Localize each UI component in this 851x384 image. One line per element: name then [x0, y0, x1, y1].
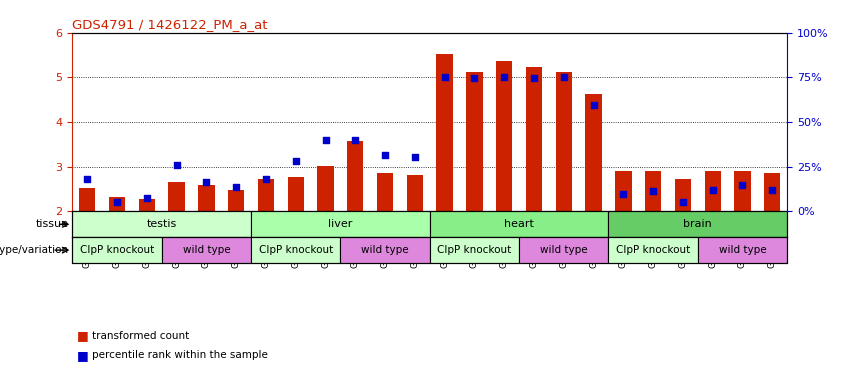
Text: ClpP knockout: ClpP knockout — [80, 245, 154, 255]
Text: genotype/variation: genotype/variation — [0, 245, 69, 255]
Point — [140, 195, 154, 201]
Point — [408, 154, 422, 160]
Point — [170, 162, 184, 169]
Bar — [675, 179, 691, 212]
Text: ClpP knockout: ClpP knockout — [437, 245, 511, 255]
Bar — [585, 94, 602, 212]
Bar — [615, 171, 631, 212]
Bar — [608, 237, 698, 263]
Point — [468, 75, 482, 81]
Point — [259, 176, 272, 182]
Text: GDS4791 / 1426122_PM_a_at: GDS4791 / 1426122_PM_a_at — [72, 18, 268, 31]
Bar — [377, 172, 393, 212]
Bar — [645, 171, 661, 212]
Bar — [608, 212, 787, 237]
Text: ■: ■ — [77, 349, 89, 362]
Bar — [251, 237, 340, 263]
Bar — [437, 54, 453, 212]
Text: testis: testis — [146, 219, 177, 229]
Bar — [79, 188, 95, 212]
Point — [230, 184, 243, 190]
Text: brain: brain — [683, 219, 712, 229]
Text: transformed count: transformed count — [92, 331, 189, 341]
Bar — [340, 237, 430, 263]
Point — [289, 158, 303, 164]
Bar — [519, 237, 608, 263]
Point — [705, 187, 719, 194]
Text: liver: liver — [328, 219, 352, 229]
Bar — [317, 166, 334, 212]
Point — [527, 75, 541, 81]
Text: ■: ■ — [77, 329, 89, 343]
Text: heart: heart — [504, 219, 534, 229]
Text: wild type: wild type — [719, 245, 766, 255]
Bar — [705, 171, 721, 212]
Point — [80, 176, 94, 182]
Point — [646, 188, 660, 194]
Text: tissue: tissue — [36, 219, 69, 229]
Bar — [430, 237, 519, 263]
Text: wild type: wild type — [540, 245, 587, 255]
Point — [111, 199, 124, 205]
Point — [199, 179, 213, 185]
Bar — [430, 212, 608, 237]
Point — [765, 187, 779, 194]
Bar — [139, 199, 155, 212]
Bar — [72, 237, 162, 263]
Bar — [496, 61, 512, 212]
Bar — [228, 190, 244, 212]
Bar — [407, 175, 423, 212]
Bar — [288, 177, 304, 212]
Bar — [526, 68, 542, 212]
Text: wild type: wild type — [183, 245, 230, 255]
Point — [378, 152, 391, 158]
Bar — [466, 72, 483, 212]
Bar — [72, 212, 251, 237]
Bar — [168, 182, 185, 212]
Bar — [764, 172, 780, 212]
Point — [616, 190, 630, 197]
Bar — [198, 185, 214, 212]
Point — [318, 137, 332, 143]
Bar — [258, 179, 274, 212]
Text: ClpP knockout: ClpP knockout — [616, 245, 690, 255]
Text: wild type: wild type — [362, 245, 408, 255]
Point — [557, 74, 570, 80]
Bar — [556, 72, 572, 212]
Text: percentile rank within the sample: percentile rank within the sample — [92, 350, 268, 360]
Point — [438, 74, 452, 80]
Bar — [698, 237, 787, 263]
Point — [587, 103, 601, 109]
Bar — [251, 212, 430, 237]
Bar — [347, 141, 363, 212]
Point — [349, 137, 363, 143]
Point — [735, 182, 749, 188]
Bar — [109, 197, 125, 212]
Point — [497, 74, 511, 80]
Text: ClpP knockout: ClpP knockout — [259, 245, 333, 255]
Bar — [162, 237, 251, 263]
Bar — [734, 171, 751, 212]
Point — [676, 199, 689, 205]
